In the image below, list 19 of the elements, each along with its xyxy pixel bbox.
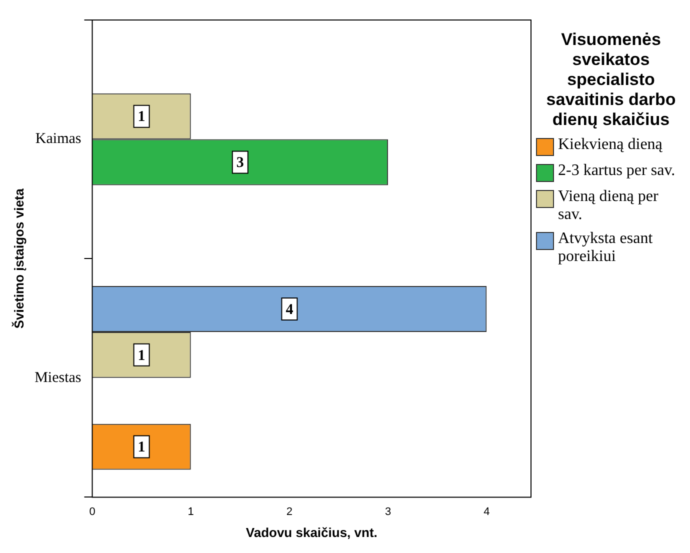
data-label: 1 xyxy=(138,109,146,126)
legend-label: Atvyksta esant poreikiui xyxy=(558,230,654,266)
y-tick-label: Kaimas xyxy=(35,131,82,148)
data-label: 1 xyxy=(138,348,146,364)
x-tick-label: 1 xyxy=(188,506,194,518)
legend-label: Kiekvieną dieną xyxy=(558,136,662,154)
data-label: 3 xyxy=(236,155,244,172)
y-tick-label: Miestas xyxy=(34,370,82,386)
legend-label: Vieną dieną per sav. xyxy=(558,188,660,224)
x-tick-label: 3 xyxy=(384,506,392,518)
x-tick-label: 4 xyxy=(484,506,490,518)
x-axis-title: Vadovu skaičius, vnt. xyxy=(246,524,378,540)
y-axis-title: Švietimo įstaigos vieta xyxy=(11,188,26,329)
data-label: 4 xyxy=(286,302,294,318)
x-tick-label: 2 xyxy=(286,506,293,518)
data-label: 1 xyxy=(138,440,146,456)
legend-title: Visuomenės sveikatos specialisto savaitinis darbo dienų skaičius xyxy=(545,30,677,130)
x-tick-label: 0 xyxy=(89,506,96,518)
legend-label: 2-3 kartus per sav. xyxy=(558,162,676,180)
